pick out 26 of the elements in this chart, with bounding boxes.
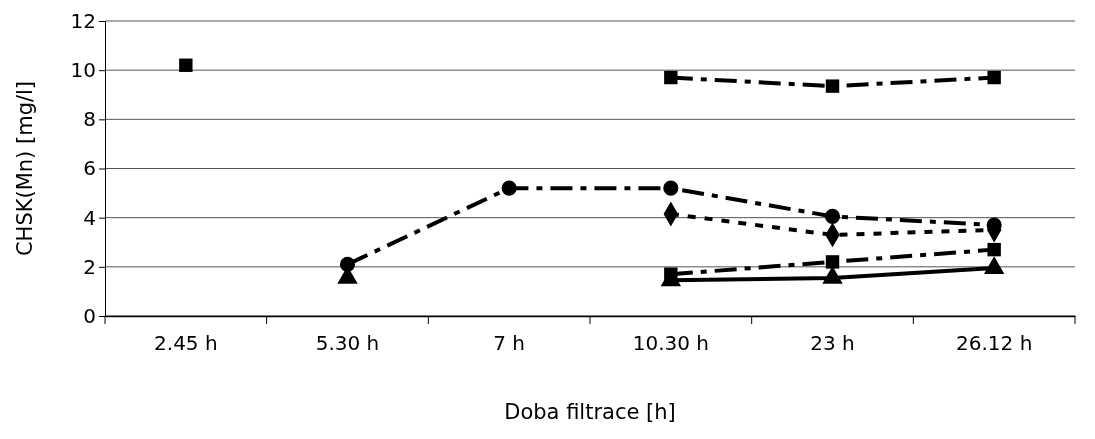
point [664,70,678,85]
point [339,256,356,272]
point [501,180,517,196]
x-axis-title: Doba filtrace [h] [504,400,676,424]
x-tick-label: 23 h [810,331,855,356]
x-tick-label: 5.30 h [315,331,380,356]
x-tick-label: 26.12 h [956,331,1033,356]
y-tick-label: 6 [83,156,96,181]
y-tick-label: 10 [70,58,96,83]
y-axis-title: CHSK(Mn) [mg/l] [13,80,37,257]
point [663,180,679,196]
x-tick-label: 10.30 h [632,331,709,356]
x-tick-label: 2.45 h [154,331,218,356]
point [987,70,1001,85]
point [987,242,1001,257]
y-tick-label: 12 [70,8,96,33]
point [664,267,678,281]
point [825,79,840,93]
point [179,58,193,72]
point [824,208,841,224]
point [825,255,840,269]
y-tick-label: 0 [83,303,96,328]
y-tick-label: 8 [83,107,96,132]
y-tick-label: 2 [83,254,96,279]
y-tick-label: 4 [83,205,96,230]
x-tick-label: 7 h [493,331,526,356]
